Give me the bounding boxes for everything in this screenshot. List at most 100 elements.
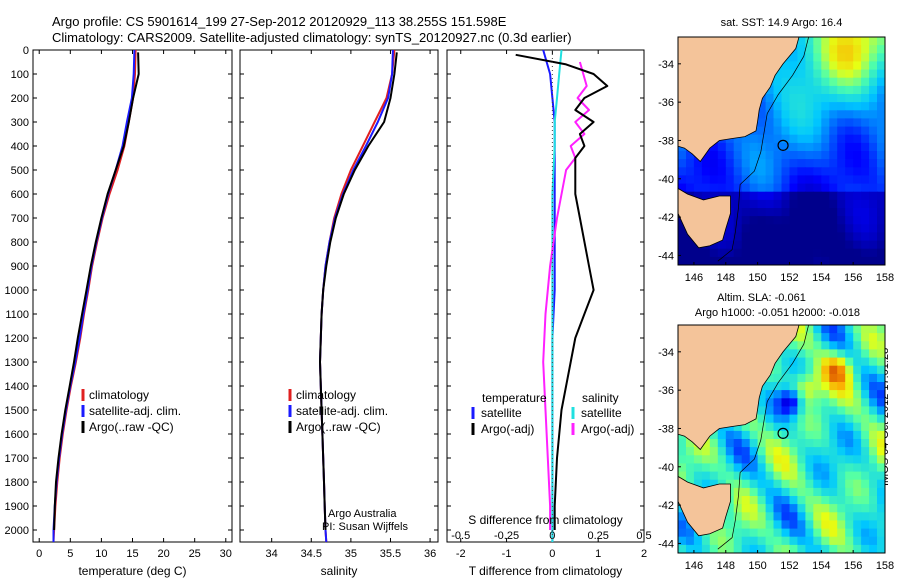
map2-cell — [821, 325, 830, 334]
map2-cell — [717, 536, 727, 546]
map2-cell — [765, 463, 775, 473]
map1-cell — [709, 142, 719, 152]
map1-cell — [678, 232, 687, 242]
map1-cell — [693, 183, 703, 193]
map1-cell — [853, 167, 862, 176]
map2-cell — [813, 373, 822, 383]
panel1-ytick-label: 1600 — [5, 429, 29, 441]
map1-cell — [861, 37, 870, 46]
map1-cell — [749, 175, 759, 185]
map1-cell — [861, 118, 870, 128]
panel3-top-xtick-label: -0.5 — [451, 530, 470, 542]
map2-cell — [773, 365, 783, 375]
panel3-legend-label: Argo(-adj) — [481, 422, 534, 436]
map1-cell — [853, 224, 862, 233]
map2-cell — [725, 447, 735, 456]
map1-argo-marker — [777, 139, 789, 151]
map2-cell — [837, 430, 846, 440]
map2-cell — [861, 422, 870, 432]
map2-cell — [821, 373, 830, 383]
map2-cell — [837, 439, 846, 448]
map1-cell — [853, 61, 862, 71]
map1-cell — [797, 224, 806, 233]
panel1-ytick-label: 1300 — [5, 357, 29, 369]
map1-cell — [829, 134, 838, 144]
map1-cell — [757, 102, 767, 111]
map1-cell — [789, 216, 799, 225]
map2-cell — [829, 439, 838, 448]
map1-cell — [717, 142, 727, 152]
map1-cell — [797, 232, 806, 242]
map2-cell — [853, 390, 862, 399]
map2-cell — [869, 406, 878, 416]
map2-shelf-contour — [717, 325, 809, 550]
map2-cell — [861, 496, 870, 505]
map1-field — [678, 37, 885, 265]
map1-cell — [869, 45, 878, 54]
map1-cell — [678, 151, 687, 160]
map2-cell — [853, 504, 862, 513]
map2-cell — [686, 471, 695, 481]
map2-cell — [693, 447, 703, 456]
map1-cell — [821, 216, 830, 225]
map1-cell — [789, 110, 799, 119]
map2-cell — [789, 512, 799, 521]
map2-cell — [853, 544, 862, 553]
map2-cell — [837, 536, 846, 546]
map1-cell — [821, 175, 830, 185]
map2-cell — [741, 422, 751, 432]
map1-cell — [805, 191, 814, 201]
map2-cell — [869, 439, 878, 448]
map2-cell — [877, 544, 885, 553]
map2-cell — [869, 333, 878, 342]
map1-cell — [797, 208, 806, 217]
map2-cell — [773, 487, 783, 497]
map1-cell — [861, 110, 870, 119]
map2-cell — [781, 520, 791, 530]
map1-cell — [741, 224, 751, 233]
map1-cell — [837, 77, 846, 87]
map2-cell — [757, 544, 767, 553]
map1-cell — [789, 85, 799, 95]
panel1-ytick-label: 1500 — [5, 405, 29, 417]
map2-cell — [813, 471, 822, 481]
map1-cell — [701, 183, 711, 193]
map2-cell — [845, 349, 854, 359]
map1-cell — [869, 175, 878, 185]
map1-cell — [837, 37, 846, 46]
map2-cell — [845, 496, 854, 505]
map2-cell — [686, 528, 695, 538]
map2-cell — [765, 414, 775, 424]
map2-cell — [749, 504, 759, 513]
map2-cell — [693, 471, 703, 481]
map1-cell — [845, 216, 854, 225]
map2-cell — [805, 536, 814, 546]
map1-cell — [821, 183, 830, 193]
map1-xtick-label: 158 — [876, 272, 894, 284]
map2-cell — [845, 406, 854, 416]
map1-cell — [757, 191, 767, 201]
map2-cell — [853, 406, 862, 416]
map2-cell — [837, 365, 846, 375]
map1-cell — [781, 256, 791, 265]
map1-cell — [861, 85, 870, 95]
header-line-1: Argo profile: CS 5901614_199 27-Sep-2012… — [52, 14, 507, 29]
map2-cell — [845, 414, 854, 424]
map2-cell — [877, 536, 885, 546]
map2-cell — [693, 536, 703, 546]
map2-cell — [877, 528, 885, 538]
map1-cell — [845, 77, 854, 87]
map1-cell — [773, 208, 783, 217]
map2-cell — [797, 398, 806, 407]
map2-cell — [717, 471, 727, 481]
map1-cell — [789, 142, 799, 152]
map2-cell — [757, 528, 767, 538]
map2-cell — [773, 398, 783, 407]
map1-cell — [797, 102, 806, 111]
map2-cell — [813, 504, 822, 513]
map2-cell — [717, 430, 727, 440]
map2-cell — [725, 520, 735, 530]
map1-cell — [837, 159, 846, 168]
map1-cell — [821, 248, 830, 258]
map1-cell — [773, 69, 783, 79]
